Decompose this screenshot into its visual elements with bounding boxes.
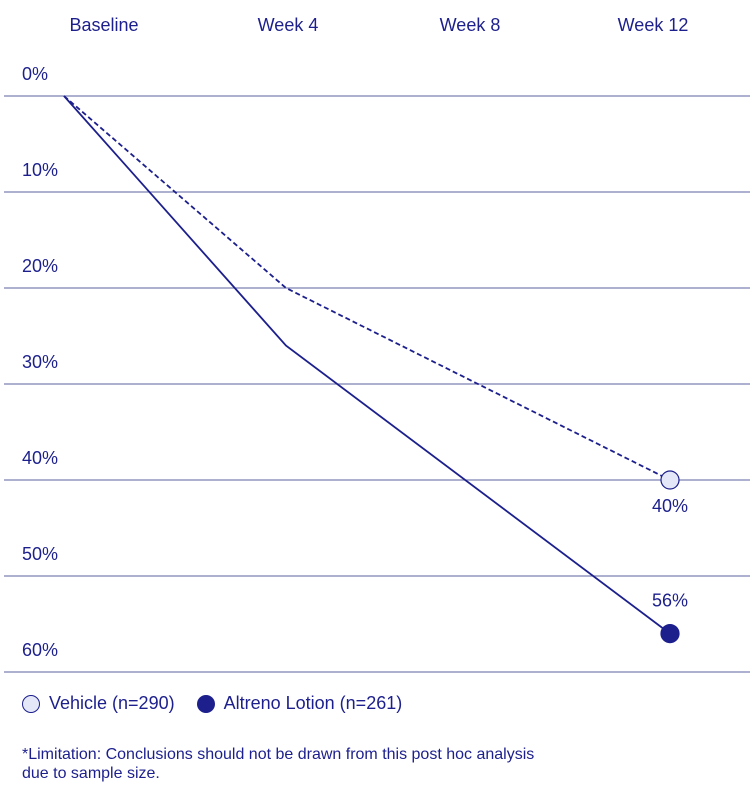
x-tick-label: Week 4 xyxy=(258,15,319,35)
y-tick-label: 60% xyxy=(22,640,58,660)
x-tick-label: Week 8 xyxy=(440,15,501,35)
series-line-altreno xyxy=(63,95,671,635)
vehicle-marker-icon xyxy=(22,694,40,713)
data-label-vehicle: 40% xyxy=(652,496,688,516)
legend-item-altreno: Altreno Lotion (n=261) xyxy=(196,693,403,714)
data-label-altreno: 56% xyxy=(652,591,688,611)
series-line-vehicle xyxy=(63,95,671,481)
footnote: *Limitation: Conclusions should not be d… xyxy=(22,746,535,782)
series-lines xyxy=(63,95,680,644)
y-tick-label: 50% xyxy=(22,544,58,564)
x-axis-labels: Baseline Week 4 Week 8 Week 12 xyxy=(69,15,688,35)
data-point-vehicle xyxy=(660,470,680,490)
x-tick-label: Baseline xyxy=(69,15,138,35)
y-tick-label: 30% xyxy=(22,352,58,372)
y-tick-label: 40% xyxy=(22,448,58,468)
legend-label-altreno: Altreno Lotion (n=261) xyxy=(223,693,403,713)
y-axis-labels: 0% 10% 20% 30% 40% 50% 60% xyxy=(22,64,58,660)
y-tick-label: 10% xyxy=(22,160,58,180)
data-labels: 40% 56% xyxy=(652,496,688,611)
y-tick-label: 20% xyxy=(22,256,58,276)
gridlines xyxy=(4,95,750,673)
legend-item-vehicle: Vehicle (n=290) xyxy=(22,693,175,714)
altreno-marker-icon xyxy=(196,694,215,713)
line-chart: Baseline Week 4 Week 8 Week 12 0% 10% 20% 30% 4… xyxy=(4,15,750,673)
data-point-altreno xyxy=(660,623,680,644)
legend: Vehicle (n=290) Altreno Lotion (n=261) xyxy=(22,693,424,714)
legend-label-vehicle: Vehicle (n=290) xyxy=(49,693,175,713)
x-tick-label: Week 12 xyxy=(618,15,689,35)
y-tick-label: 0% xyxy=(22,64,48,84)
